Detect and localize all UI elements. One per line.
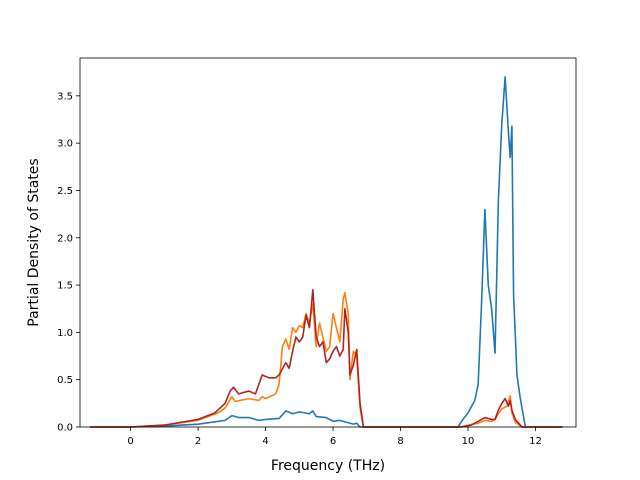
x-axis-ticks: 0 2 4 6 8 10 12 [127, 427, 542, 447]
x-tick-label: 10 [462, 436, 475, 447]
x-tick-label: 6 [330, 436, 336, 447]
y-tick-label: 2.5 [57, 186, 73, 197]
y-tick-label: 0.5 [57, 375, 73, 386]
series-layer [90, 76, 563, 428]
x-axis-label: Frequency (THz) [271, 458, 385, 474]
y-tick-label: 0.0 [57, 423, 73, 434]
series-line-1 [90, 76, 563, 428]
y-tick-label: 1.0 [57, 328, 73, 339]
x-tick-label: 0 [127, 436, 133, 447]
series-line-3 [90, 289, 563, 428]
x-tick-label: 12 [529, 436, 542, 447]
y-axis-ticks: 0.0 0.5 1.0 1.5 2.0 2.5 3.0 3.5 [57, 91, 80, 434]
y-tick-label: 3.5 [57, 91, 73, 102]
y-tick-label: 2.0 [57, 233, 73, 244]
series-line-2 [90, 291, 563, 428]
y-axis-label: Partial Density of States [26, 158, 42, 326]
x-tick-label: 2 [195, 436, 201, 447]
x-tick-label: 4 [262, 436, 268, 447]
plot-area-frame [79, 57, 577, 428]
y-tick-label: 3.0 [57, 139, 73, 150]
x-tick-label: 8 [397, 436, 403, 447]
y-tick-label: 1.5 [57, 281, 73, 292]
